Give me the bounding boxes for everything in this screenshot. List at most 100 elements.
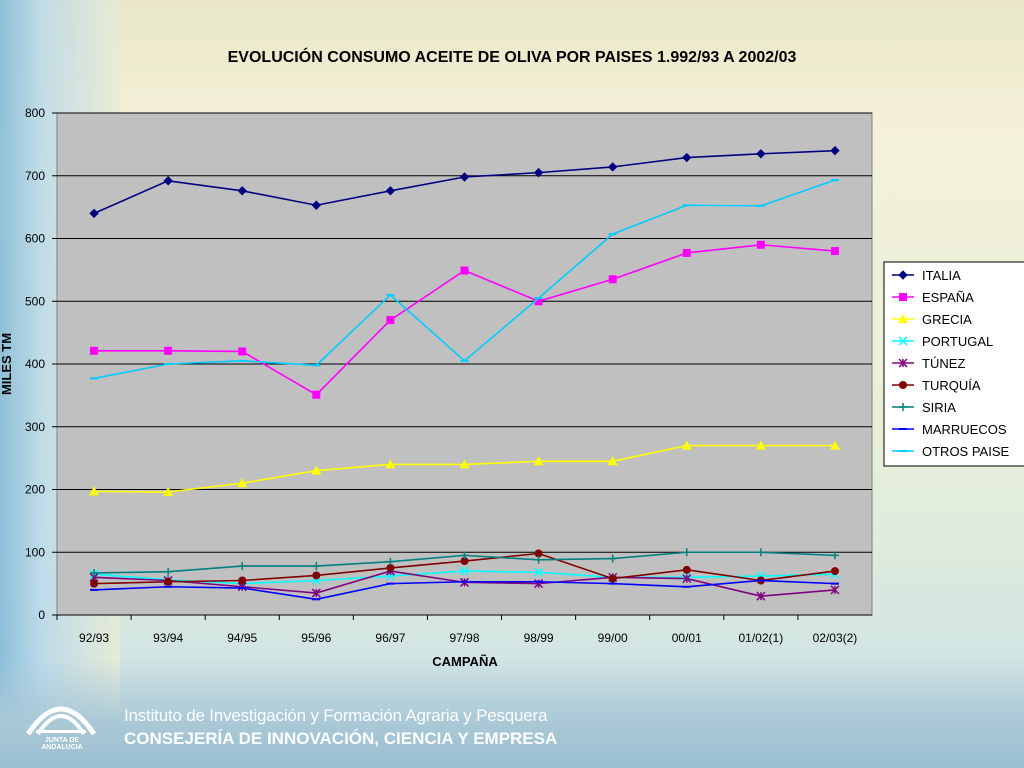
data-point-grecia: [385, 459, 396, 469]
series-grecia: [89, 440, 840, 497]
data-point-siria: [386, 557, 395, 566]
data-point-marruecos: [164, 585, 173, 588]
data-point-italia: [385, 186, 396, 196]
legend-label-portugal: PORTUGAL: [922, 334, 993, 349]
data-point-turqu-a: [682, 565, 691, 574]
data-point-turqu-a: [238, 576, 247, 585]
y-tick-label: 100: [25, 545, 45, 559]
data-point-marruecos: [608, 582, 617, 585]
data-point-t-nez: [756, 591, 766, 601]
ministry-name: CONSEJERÍA DE INNOVACIÓN, CIENCIA Y EMPR…: [124, 729, 558, 748]
data-point-grecia: [163, 487, 174, 497]
data-point-grecia: [459, 459, 470, 469]
legend-marker-italia: [898, 270, 908, 280]
data-point-italia: [533, 167, 544, 178]
data-point-otros-paise: [534, 297, 543, 300]
series-marruecos: [90, 579, 839, 601]
data-point-turqu-a: [608, 574, 617, 583]
legend: ITALIA ESPAÑA GRECIA PORTUGAL TÚNEZ TURQUÍA SI…: [883, 261, 1024, 467]
y-tick-label: 600: [25, 232, 45, 246]
data-point-marruecos: [460, 580, 469, 583]
slide-background-bottom: [0, 658, 1024, 768]
data-point-espa-a: [238, 347, 247, 356]
data-point-siria: [460, 551, 469, 560]
legend-label-italia: ITALIA: [922, 268, 961, 283]
series-italia: [89, 145, 840, 219]
x-tick-label: 00/01: [672, 631, 702, 645]
legend-label-grecia: GRECIA: [922, 312, 972, 327]
data-point-grecia: [681, 440, 692, 450]
y-tick-label: 400: [25, 357, 45, 371]
data-point-otros-paise: [90, 377, 99, 380]
x-tick-label: 94/95: [227, 631, 257, 645]
data-point-marruecos: [386, 582, 395, 585]
data-point-espa-a: [90, 346, 99, 355]
data-point-italia: [163, 176, 173, 186]
data-point-grecia: [311, 465, 322, 475]
data-point-siria: [682, 548, 691, 557]
y-tick-label: 0: [38, 608, 45, 622]
data-point-t-nez: [311, 588, 321, 598]
y-tick-label: 300: [25, 420, 45, 434]
x-tick-label: 97/98: [449, 631, 479, 645]
x-tick-label: 95/96: [301, 631, 331, 645]
data-point-espa-a: [534, 297, 543, 306]
data-point-otros-paise: [756, 204, 765, 207]
data-point-turqu-a: [460, 557, 469, 566]
y-axis-ticks: 0 100 200 300 400 500 600 700 800: [25, 106, 57, 622]
legend-marker-marruecos: [899, 428, 907, 430]
data-point-turqu-a: [312, 571, 321, 580]
data-point-italia: [682, 152, 692, 163]
data-point-otros-paise: [460, 359, 469, 362]
data-point-marruecos: [830, 582, 839, 585]
data-point-espa-a: [164, 346, 173, 355]
data-point-grecia: [829, 440, 840, 450]
institute-name: Instituto de Investigación y Formación A…: [124, 706, 548, 725]
legend-label-turqu-a: TURQUÍA: [922, 378, 981, 393]
data-point-marruecos: [682, 585, 691, 588]
x-tick-label: 98/99: [524, 631, 554, 645]
data-point-italia: [607, 162, 618, 172]
data-point-otros-paise: [830, 179, 839, 182]
x-tick-label: 93/94: [153, 631, 183, 645]
data-point-t-nez: [682, 574, 692, 584]
legend-marker-grecia: [898, 314, 908, 323]
data-point-espa-a: [460, 266, 469, 275]
y-tick-label: 800: [25, 106, 45, 120]
series-siria: [90, 548, 839, 577]
legend-marker-turqu-a: [899, 381, 907, 389]
data-point-portugal: [459, 566, 470, 576]
data-point-italia: [311, 200, 322, 210]
x-tick-label: 96/97: [375, 631, 405, 645]
x-tick-label: 99/00: [598, 631, 628, 645]
data-point-turqu-a: [534, 549, 543, 558]
legend-label-t-nez: TÚNEZ: [922, 356, 965, 371]
x-tick-label: 01/02(1): [739, 631, 784, 645]
data-point-marruecos: [312, 598, 321, 601]
y-tick-label: 500: [25, 294, 45, 308]
data-point-otros-paise: [164, 363, 173, 365]
data-point-t-nez: [830, 585, 840, 595]
data-point-portugal: [534, 567, 544, 577]
data-point-marruecos: [534, 580, 543, 583]
x-axis-label: CAMPAÑA: [432, 654, 498, 669]
data-point-marruecos: [756, 579, 765, 582]
data-point-siria: [312, 562, 321, 571]
data-point-siria: [90, 568, 99, 577]
data-point-espa-a: [830, 247, 839, 256]
data-point-espa-a: [608, 275, 617, 284]
legend-label-marruecos: MARRUECOS: [922, 422, 1007, 437]
data-point-otros-paise: [238, 359, 247, 362]
chart-title: EVOLUCIÓN CONSUMO ACEITE DE OLIVA POR PA…: [227, 49, 797, 66]
line-chart: 0 100 200 300 400 500 600 700 800 92/93 93/94 94/9…: [0, 106, 1024, 669]
data-point-otros-paise: [608, 233, 617, 236]
data-point-marruecos: [90, 588, 99, 591]
data-point-siria: [830, 551, 839, 560]
data-point-siria: [608, 554, 617, 563]
data-point-otros-paise: [682, 204, 691, 207]
data-point-italia: [89, 208, 99, 219]
data-point-espa-a: [756, 240, 765, 249]
data-point-italia: [756, 149, 766, 159]
data-point-turqu-a: [830, 567, 839, 576]
data-point-espa-a: [682, 248, 691, 257]
